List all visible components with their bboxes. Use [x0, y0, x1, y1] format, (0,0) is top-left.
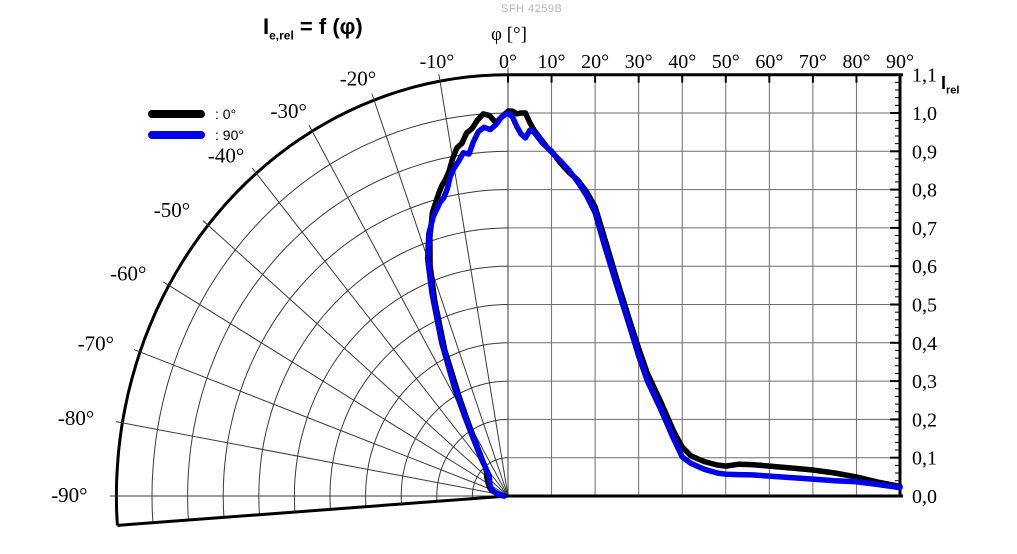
top-tick-label: 40° — [668, 51, 696, 73]
curve-0deg — [427, 108, 903, 499]
legend-item-90deg: : 90° — [148, 124, 244, 145]
polar-tick-label: -90° — [51, 483, 87, 507]
right-tick-label: 0,5 — [912, 295, 937, 317]
polar-radial-line — [202, 220, 509, 497]
irel-axis-title: Irel — [941, 73, 960, 97]
polar-radial-line — [163, 281, 509, 497]
polar-radial-line — [115, 421, 509, 497]
top-tick-label: 0° — [499, 51, 517, 73]
right-tick-label: 0,1 — [912, 448, 937, 470]
legend-label-0deg: : 0° — [215, 105, 237, 122]
polar-ring — [436, 418, 508, 502]
polar-tick-label: -20° — [340, 66, 376, 90]
polar-ring — [222, 189, 509, 518]
polar-tick-label: -70° — [78, 331, 114, 355]
right-tick-label: 0,2 — [912, 409, 937, 431]
right-tick-label: 0,6 — [912, 256, 937, 278]
top-tick-label: 60° — [755, 51, 783, 73]
polar-ring — [151, 112, 509, 523]
polar-ring — [471, 457, 508, 499]
top-tick-label: 90° — [886, 51, 914, 73]
right-tick-label: 1,1 — [912, 65, 937, 87]
polar-tick-label: -50° — [154, 198, 190, 222]
top-tick-label: 80° — [842, 51, 870, 73]
polar-ring — [400, 380, 509, 505]
right-tick-label: 0,3 — [912, 371, 937, 393]
right-tick-label: 1,0 — [912, 103, 937, 125]
legend-item-0deg: : 0° — [148, 103, 244, 124]
polar-ring — [329, 304, 509, 510]
polar-radial-line — [308, 124, 509, 497]
right-tick-label: 0,4 — [912, 333, 937, 355]
legend: : 0° : 90° — [148, 103, 244, 145]
polar-ring — [293, 265, 509, 513]
polar-ring — [365, 342, 509, 507]
right-tick-label: 0,0 — [912, 486, 937, 508]
legend-label-90deg: : 90° — [215, 126, 244, 143]
top-tick-label: -10° — [420, 51, 455, 73]
polar-radial-line — [371, 93, 509, 497]
top-tick-label: 70° — [799, 51, 827, 73]
legend-swatch-0deg — [148, 109, 205, 118]
product-label: SFH 4259B — [501, 3, 563, 15]
polar-outer-boundary — [114, 73, 509, 526]
top-tick-label: 20° — [581, 51, 609, 73]
top-tick-label: 30° — [625, 51, 653, 73]
polar-radial-line — [133, 349, 509, 497]
polar-ring — [258, 227, 509, 515]
chart-title: Ie,rel = f (φ) — [263, 14, 363, 43]
polar-tick-label: -80° — [58, 406, 94, 430]
polar-tick-label: -40° — [208, 143, 244, 167]
legend-swatch-90deg — [148, 130, 205, 139]
polar-tick-label: -30° — [270, 99, 306, 123]
polar-radial-line — [251, 167, 509, 497]
polar-bottom-edge — [117, 494, 509, 527]
curve-90deg — [424, 110, 903, 499]
right-tick-label: 0,8 — [912, 180, 937, 202]
top-tick-label: 50° — [712, 51, 740, 73]
polar-tick-label: -60° — [110, 261, 146, 285]
top-tick-label: 10° — [538, 51, 566, 73]
polar-ring — [187, 150, 509, 521]
right-tick-label: 0,9 — [912, 141, 937, 163]
polar-radial-line — [438, 74, 509, 497]
right-tick-label: 0,7 — [912, 218, 937, 240]
phi-axis-title: φ [°] — [491, 24, 527, 45]
